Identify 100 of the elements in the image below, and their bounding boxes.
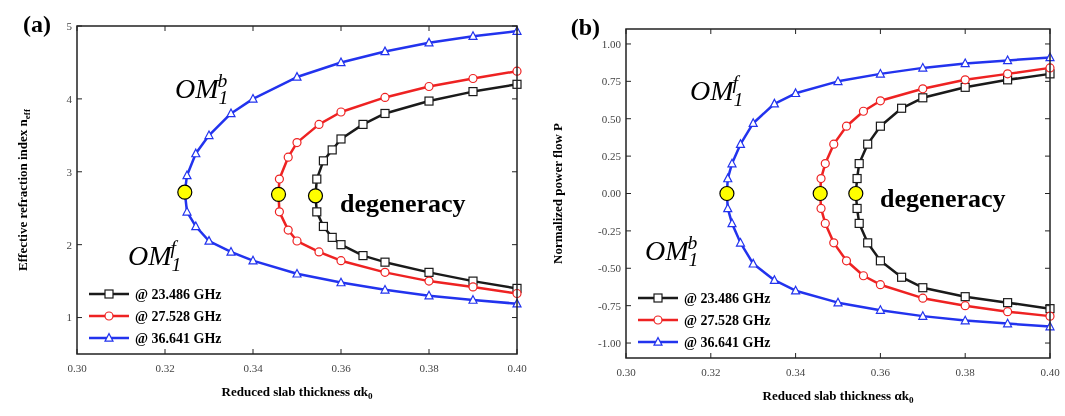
y-tick-label: -0.25 [598,224,622,237]
point [226,246,236,256]
point [960,75,970,85]
point [314,119,324,129]
y-tick-label: 4 [66,92,73,105]
point [875,280,885,290]
point [833,297,843,307]
y-tick-label: 3 [66,165,73,178]
point [897,272,907,282]
point [191,221,201,231]
point [727,158,737,168]
point [833,76,843,86]
point [292,138,302,148]
annotation: degeneracy [340,189,466,219]
x-axis-title: Reduced slab thickness αk$_{0}$ [221,384,373,401]
point [327,232,337,242]
point [318,221,328,232]
point [897,103,907,113]
point [380,284,390,294]
annotation: degeneracy [880,184,1006,214]
y-tick-label: 1 [66,311,72,324]
y-tick-label: -0.50 [598,262,622,275]
point [424,290,434,300]
point [336,57,346,67]
point [292,72,302,81]
point [283,225,293,235]
point [468,295,478,304]
point [1003,318,1013,328]
point [820,218,830,229]
point [314,247,324,257]
point [468,31,478,40]
point [380,108,390,119]
point [274,207,284,217]
point [875,305,885,314]
point [769,98,779,108]
y-tick-label: 0.00 [601,187,622,200]
y-tick-label: 0.25 [601,149,622,162]
x-axis-title: Reduced slab thickness αk$_{0}$ [762,388,914,405]
point [380,46,390,56]
point [327,145,337,155]
y-tick-label: -1.00 [598,336,622,349]
point [182,170,192,180]
point [727,218,737,228]
x-tick-label: 0.30 [67,362,88,374]
x-tick-label: 0.38 [419,362,440,374]
point [723,203,733,213]
point [468,282,478,292]
point [918,283,928,293]
point [380,257,390,267]
point [854,218,864,229]
x-tick-label: 0.36 [870,366,891,378]
point [918,293,928,303]
point [816,173,826,184]
x-tick-label: 0.34 [243,362,264,374]
point [719,185,735,202]
point [723,173,733,183]
point [858,106,869,116]
legend-label: @ 36.641 GHz [684,334,771,350]
y-tick-label: 0.50 [601,112,622,125]
y-tick-label: -0.75 [598,299,622,312]
point [875,256,885,266]
point [820,158,830,169]
point [791,285,801,295]
point [312,207,322,217]
point [852,173,862,184]
legend-label: @ 23.486 GHz [684,290,771,306]
point [918,62,928,72]
point [468,73,478,84]
point [336,277,346,287]
point [1003,69,1013,79]
x-tick-label: 0.38 [955,366,976,378]
point [858,271,869,281]
point [204,236,214,245]
point [336,107,346,117]
point [380,92,390,103]
point [735,237,746,247]
point [816,203,826,214]
point [380,267,390,277]
point [274,174,284,184]
x-tick-label: 0.36 [331,362,352,374]
point [424,81,434,92]
point [841,256,852,266]
chart-title: (a) [23,11,51,37]
point [735,139,746,148]
x-tick-label: 0.30 [616,366,637,378]
point [918,93,928,103]
y-tick-label: 0.75 [601,75,622,88]
point [424,267,434,277]
point [336,240,346,250]
point [424,37,434,47]
point [863,238,873,248]
point [283,152,293,162]
point [918,84,928,94]
point [960,58,970,68]
point [358,119,368,129]
point [468,87,478,97]
point [312,174,322,184]
point [318,156,328,166]
point [854,158,864,169]
y-tick-label: 5 [66,19,73,32]
